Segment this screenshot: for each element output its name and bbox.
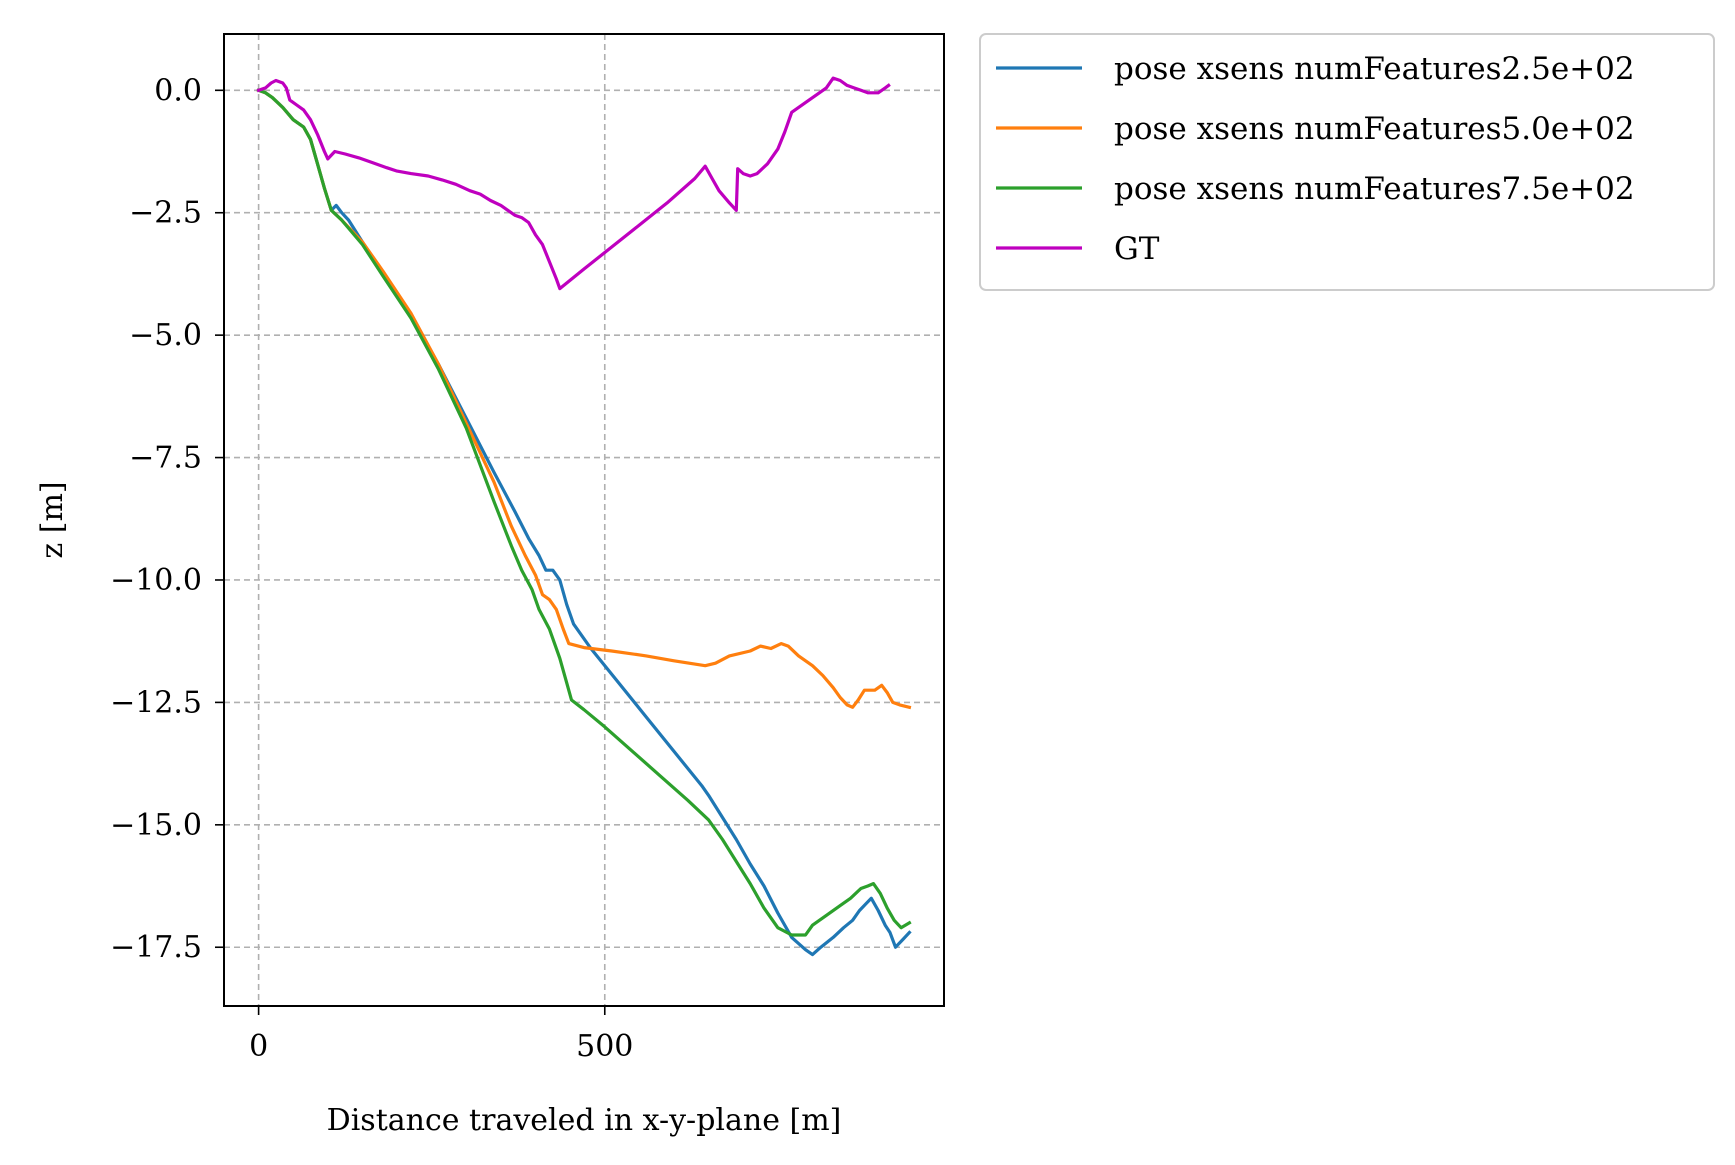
y-tick-label: −2.5 — [129, 196, 202, 231]
y-tick-label: −7.5 — [129, 441, 202, 476]
grid-lines — [224, 34, 944, 1006]
y-tick-label: −10.0 — [110, 563, 202, 598]
y-tick-label: −12.5 — [110, 685, 202, 720]
y-tick-label: 0.0 — [154, 73, 202, 108]
legend: pose xsens numFeatures2.5e+02 pose xsens … — [979, 33, 1715, 291]
axis-ticks: 0.0 −2.5 −5.0 −7.5 −10.0 −12.5 −15.0 −17.5 0 500 — [110, 73, 633, 1064]
legend-box — [979, 33, 1715, 291]
y-tick-label: −15.0 — [110, 808, 202, 843]
legend-label-1: pose xsens numFeatures2.5e+02 — [1114, 51, 1635, 87]
data-series — [256, 76, 912, 957]
series-line-4 — [256, 76, 891, 291]
legend-label-4: GT — [1114, 231, 1160, 267]
y-axis-label: z [m] — [35, 481, 70, 558]
legend-label-3: pose xsens numFeatures7.5e+02 — [1114, 171, 1635, 207]
y-tick-label: −17.5 — [110, 930, 202, 965]
x-axis-label: Distance traveled in x-y-plane [m] — [327, 1103, 842, 1138]
plot-frame — [223, 33, 945, 1007]
series-line-3 — [256, 88, 912, 937]
x-tick-label: 500 — [576, 1029, 633, 1064]
x-tick-label: 0 — [249, 1029, 268, 1064]
legend-label-2: pose xsens numFeatures5.0e+02 — [1114, 111, 1635, 147]
y-tick-label: −5.0 — [129, 318, 202, 353]
series-line-2 — [256, 88, 912, 710]
